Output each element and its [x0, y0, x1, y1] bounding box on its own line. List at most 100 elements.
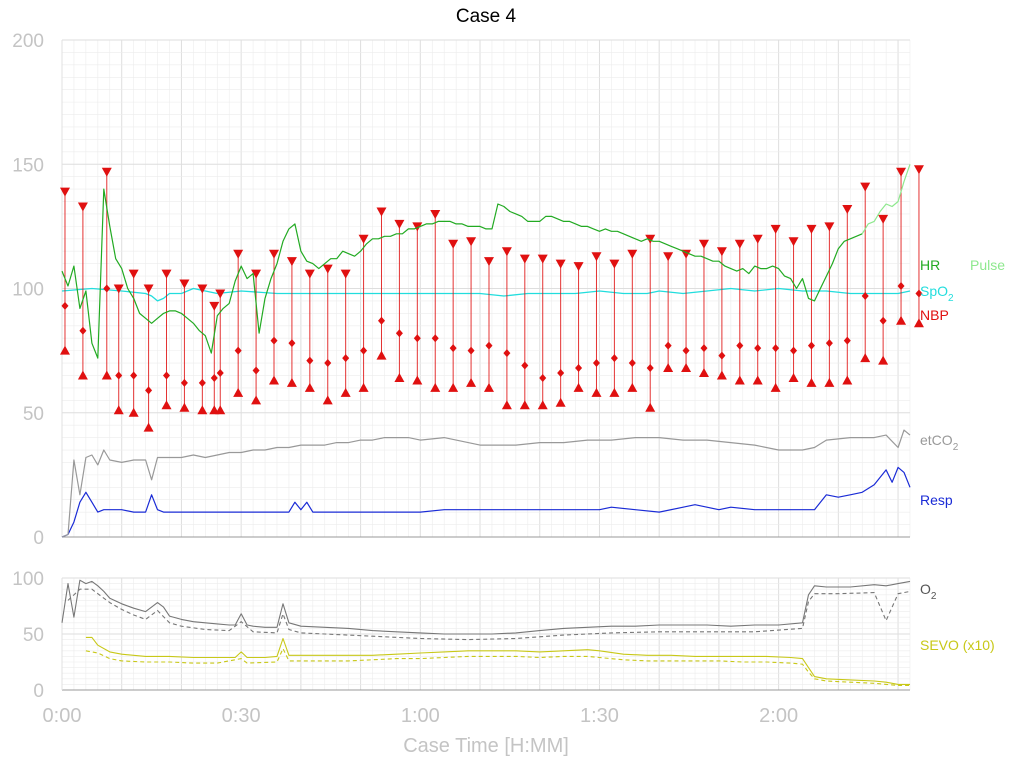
nbp-systolic-marker	[770, 224, 781, 234]
nbp-diastolic-marker	[448, 382, 459, 392]
legend-o2-sub: 2	[931, 591, 937, 602]
legend-pulse: Pulse	[970, 257, 1005, 273]
nbp-systolic-marker	[101, 167, 112, 177]
nbp-mean-marker	[825, 339, 833, 348]
nbp-systolic-marker	[77, 202, 88, 212]
nbp-systolic-marker	[842, 204, 853, 214]
bottom-y-tick-label: 100	[12, 569, 44, 590]
nbp-systolic-marker	[483, 257, 494, 267]
nbp-mean-marker	[897, 282, 905, 291]
nbp-mean-marker	[180, 378, 188, 387]
nbp-systolic-marker	[233, 249, 244, 259]
nbp-mean-marker	[431, 334, 439, 343]
nbp-diastolic-marker	[77, 370, 88, 380]
hr-line	[61, 188, 863, 359]
nbp-mean-marker	[449, 344, 457, 353]
nbp-diastolic-marker	[501, 400, 512, 410]
nbp-systolic-marker	[376, 207, 387, 217]
nbp-diastolic-marker	[412, 375, 423, 385]
chart-title: Case 4	[456, 6, 517, 27]
legend-etco2: etCO2	[920, 432, 959, 453]
nbp-mean-marker	[198, 378, 206, 387]
nbp-mean-marker	[377, 316, 385, 325]
x-tick-label: 0:00	[43, 705, 82, 727]
nbp-systolic-marker	[716, 247, 727, 257]
nbp-diastolic-marker	[627, 382, 638, 392]
top-y-tick-label: 150	[12, 155, 44, 176]
nbp-systolic-marker	[627, 249, 638, 259]
nbp-systolic-marker	[179, 279, 190, 289]
nbp-mean-marker	[288, 339, 296, 348]
nbp-systolic-marker	[322, 264, 333, 274]
nbp-systolic-marker	[698, 239, 709, 249]
legend-spo2-sub: 2	[948, 293, 954, 304]
nbp-diastolic-marker	[161, 400, 172, 410]
nbp-diastolic-marker	[215, 405, 226, 415]
nbp-systolic-marker	[591, 252, 602, 262]
legend-etco2-sub: 2	[953, 442, 959, 453]
nbp-diastolic-marker	[286, 377, 297, 387]
nbp-mean-marker	[843, 336, 851, 345]
nbp-systolic-marker	[59, 187, 70, 197]
nbp-diastolic-marker	[609, 387, 620, 397]
nbp-mean-marker	[503, 349, 511, 358]
nbp-systolic-marker	[896, 167, 907, 177]
bottom-y-axis-ticks: 0 50 100	[12, 569, 44, 702]
bottom-y-tick-label: 0	[33, 681, 44, 702]
nbp-systolic-marker	[304, 269, 315, 279]
nbp-diastolic-marker	[591, 387, 602, 397]
nbp-systolic-marker	[113, 284, 124, 294]
nbp-diastolic-marker	[698, 367, 709, 377]
x-tick-label: 1:00	[401, 705, 440, 727]
pulse-line	[861, 164, 911, 235]
nbp-diastolic-marker	[466, 377, 477, 387]
nbp-mean-marker	[628, 359, 636, 368]
nbp-systolic-marker	[913, 165, 924, 175]
top-y-axis-ticks: 0 50 100 150 200	[12, 31, 44, 549]
nbp-diastolic-marker	[304, 382, 315, 392]
nbp-mean-marker	[163, 371, 171, 380]
nbp-diastolic-marker	[734, 375, 745, 385]
nbp-diastolic-marker	[128, 407, 139, 417]
nbp-diastolic-marker	[537, 400, 548, 410]
nbp-mean-marker	[790, 346, 798, 355]
nbp-mean-marker	[915, 289, 923, 298]
nbp-systolic-marker	[215, 289, 226, 299]
nbp-diastolic-marker	[716, 370, 727, 380]
nbp-diastolic-marker	[663, 363, 674, 373]
nbp-diastolic-marker	[752, 375, 763, 385]
x-tick-label: 0:30	[222, 705, 261, 727]
nbp-systolic-marker	[143, 284, 154, 294]
legend-sevo: SEVO (x10)	[920, 637, 995, 653]
x-axis-label: Case Time [H:MM]	[403, 735, 569, 757]
nbp-systolic-marker	[573, 262, 584, 272]
nbp-diastolic-marker	[913, 318, 924, 328]
nbp-diastolic-marker	[770, 382, 781, 392]
nbp-diastolic-marker	[645, 402, 656, 412]
nbp-mean-marker	[467, 346, 475, 355]
nbp-diastolic-marker	[59, 345, 70, 355]
o2-dashed-line	[67, 588, 911, 641]
nbp-systolic-marker	[537, 254, 548, 264]
legend-o2: O2	[920, 581, 937, 602]
nbp-mean-marker	[360, 346, 368, 355]
sevo-dashed-line	[85, 648, 910, 687]
nbp-mean-marker	[485, 341, 493, 350]
nbp-diastolic-marker	[788, 372, 799, 382]
legend-spo2-main: SpO	[920, 283, 948, 299]
nbp-diastolic-marker	[358, 382, 369, 392]
legend-hr: HR	[920, 257, 940, 273]
nbp-diastolic-marker	[519, 400, 530, 410]
nbp-systolic-marker	[466, 237, 477, 247]
nbp-mean-marker	[342, 354, 350, 363]
nbp-mean-marker	[324, 359, 332, 368]
nbp-systolic-marker	[645, 234, 656, 244]
nbp-diastolic-marker	[101, 370, 112, 380]
nbp-diastolic-marker	[896, 315, 907, 325]
nbp-mean-marker	[413, 334, 421, 343]
nbp-diastolic-marker	[681, 363, 692, 373]
legend-spo2: SpO2	[920, 283, 954, 304]
nbp-mean-marker	[234, 346, 242, 355]
top-y-tick-label: 100	[12, 280, 44, 301]
nbp-systolic-marker	[663, 252, 674, 262]
